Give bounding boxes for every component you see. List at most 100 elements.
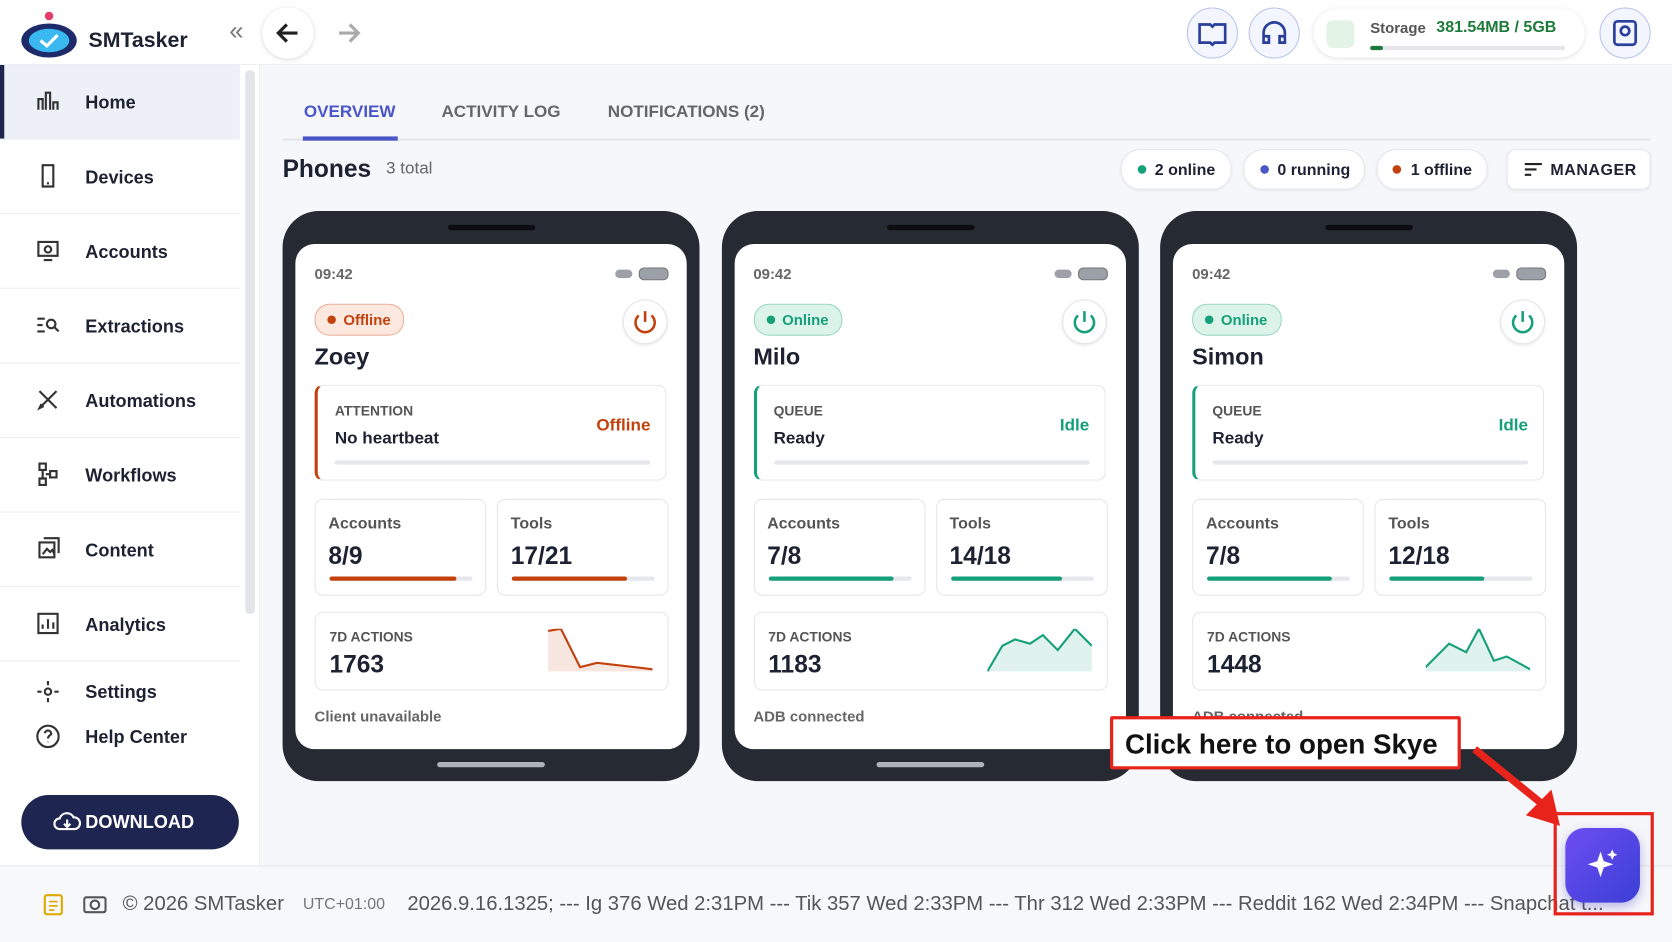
panel-status: Idle bbox=[1059, 416, 1090, 435]
power-button[interactable] bbox=[1061, 299, 1107, 345]
phone-screen: 09:42 Online Milo QUEUE Ready Idle Accounts 7/8… bbox=[734, 244, 1126, 750]
accounts-box: Accounts 7/8 bbox=[753, 498, 926, 596]
panel-text: Ready bbox=[773, 429, 825, 448]
callout-arrow bbox=[1472, 746, 1560, 826]
phone-card: 09:42 Offline Zoey ATTENTION No heartbeat Off… bbox=[282, 211, 700, 782]
camera-icon[interactable] bbox=[83, 893, 107, 914]
connection-status: ADB connected bbox=[753, 707, 865, 725]
panel-progress bbox=[1212, 460, 1529, 465]
status-panel: QUEUE Ready Idle bbox=[753, 384, 1106, 481]
power-button[interactable] bbox=[622, 299, 668, 345]
chip-label: 1 offline bbox=[1410, 160, 1473, 180]
accounts-label: Accounts bbox=[1205, 514, 1279, 533]
callout: Click here to open Skye bbox=[1110, 716, 1461, 770]
accounts-label: Accounts bbox=[767, 514, 841, 533]
actions-box: 7D ACTIONS 1183 bbox=[753, 611, 1108, 691]
nav-label: Content bbox=[85, 540, 154, 561]
nav-label: Workflows bbox=[85, 465, 177, 486]
connection-status: Client unavailable bbox=[314, 707, 442, 725]
nav-label: Extractions bbox=[85, 316, 185, 337]
phone-notch bbox=[447, 224, 536, 231]
tools-track bbox=[511, 576, 655, 581]
nav-icon bbox=[36, 724, 60, 749]
nav-item[interactable]: Extractions bbox=[0, 289, 240, 364]
nav-item[interactable]: Settings bbox=[0, 670, 240, 713]
back-button[interactable] bbox=[262, 7, 314, 59]
nav-item[interactable]: Devices bbox=[0, 140, 240, 215]
tab[interactable]: NOTIFICATIONS (2) bbox=[607, 103, 765, 122]
battery-icon bbox=[1516, 267, 1547, 281]
skye-button[interactable] bbox=[1565, 828, 1640, 903]
clipboard-icon[interactable] bbox=[43, 892, 64, 916]
phone-card: 09:42 Online Simon QUEUE Ready Idle Accounts 7/… bbox=[1160, 211, 1578, 782]
support-button[interactable] bbox=[1248, 7, 1300, 59]
phone-notch bbox=[886, 224, 975, 231]
active-indicator bbox=[0, 65, 5, 139]
signal-icon bbox=[615, 269, 633, 279]
tools-label: Tools bbox=[949, 514, 992, 533]
nav-item[interactable]: Help Center bbox=[0, 715, 240, 758]
panel-text: Ready bbox=[1212, 429, 1264, 448]
clock: 09:42 bbox=[1192, 265, 1231, 283]
app-name: SMTasker bbox=[88, 28, 188, 53]
accounts-label: Accounts bbox=[328, 514, 402, 533]
logo bbox=[21, 11, 77, 58]
profile-button[interactable] bbox=[1599, 7, 1651, 59]
nav-item[interactable]: Content bbox=[0, 513, 240, 588]
tools-box: Tools 12/18 bbox=[1374, 498, 1547, 596]
manager-label: MANAGER bbox=[1550, 160, 1637, 180]
actions-value: 1448 bbox=[1207, 650, 1262, 678]
status-text: Online bbox=[782, 311, 829, 329]
power-button[interactable] bbox=[1500, 299, 1546, 345]
storage-widget: Storage 381.54MB / 5GB bbox=[1313, 8, 1585, 58]
tools-box: Tools 14/18 bbox=[935, 498, 1108, 596]
panel-status: Offline bbox=[596, 416, 651, 435]
status-pill: Offline bbox=[314, 303, 405, 336]
status-chip[interactable]: 2 online bbox=[1120, 149, 1232, 190]
scrollbar bbox=[245, 70, 255, 614]
chip-label: 0 running bbox=[1277, 160, 1351, 180]
actions-box: 7D ACTIONS 1763 bbox=[314, 611, 669, 691]
docs-button[interactable] bbox=[1186, 7, 1238, 59]
nav-item[interactable]: Workflows bbox=[0, 438, 240, 513]
panel-text: No heartbeat bbox=[334, 429, 440, 448]
nav-icon bbox=[37, 612, 59, 635]
section-count: 3 total bbox=[386, 159, 433, 178]
tools-value: 17/21 bbox=[510, 541, 573, 570]
sparkline bbox=[547, 627, 653, 674]
tab[interactable]: OVERVIEW bbox=[303, 103, 396, 122]
nav-icon bbox=[37, 390, 58, 411]
phone-notch bbox=[1325, 224, 1413, 231]
top-bar: SMTasker « Storage 381.54MB / 5GB bbox=[0, 0, 1672, 66]
device-name: Zoey bbox=[314, 343, 370, 370]
nav-item[interactable]: Home bbox=[0, 65, 240, 140]
nav-item[interactable]: Automations bbox=[0, 363, 240, 439]
nav-item[interactable]: Accounts bbox=[0, 214, 240, 289]
accounts-value: 7/8 bbox=[1205, 541, 1241, 570]
clock: 09:42 bbox=[314, 265, 353, 283]
section-title: Phones bbox=[282, 154, 372, 183]
tools-value: 12/18 bbox=[1388, 541, 1450, 570]
panel-status: Idle bbox=[1498, 416, 1529, 435]
sparkline bbox=[985, 627, 1093, 674]
status-chip[interactable]: 1 offline bbox=[1376, 149, 1488, 190]
device-name: Milo bbox=[753, 343, 801, 370]
collapse-button[interactable]: « bbox=[229, 17, 244, 46]
accounts-bar bbox=[768, 576, 894, 581]
status-text: Offline bbox=[343, 311, 391, 329]
forward-button[interactable] bbox=[323, 7, 374, 58]
tab[interactable]: ACTIVITY LOG bbox=[441, 103, 561, 122]
status-chip[interactable]: 0 running bbox=[1243, 149, 1365, 190]
tools-track bbox=[1389, 576, 1533, 581]
actions-label: 7D ACTIONS bbox=[1207, 628, 1291, 645]
storage-label: Storage bbox=[1370, 19, 1426, 37]
status-panel: ATTENTION No heartbeat Offline bbox=[314, 384, 667, 481]
battery-icon bbox=[638, 267, 669, 281]
download-button[interactable]: DOWNLOAD bbox=[21, 795, 239, 850]
nav-item[interactable]: Analytics bbox=[0, 587, 240, 662]
manager-button[interactable]: MANAGER bbox=[1506, 149, 1651, 190]
status-text: Online bbox=[1220, 311, 1268, 329]
nav-label: Help Center bbox=[85, 726, 188, 748]
actions-value: 1183 bbox=[768, 650, 822, 678]
